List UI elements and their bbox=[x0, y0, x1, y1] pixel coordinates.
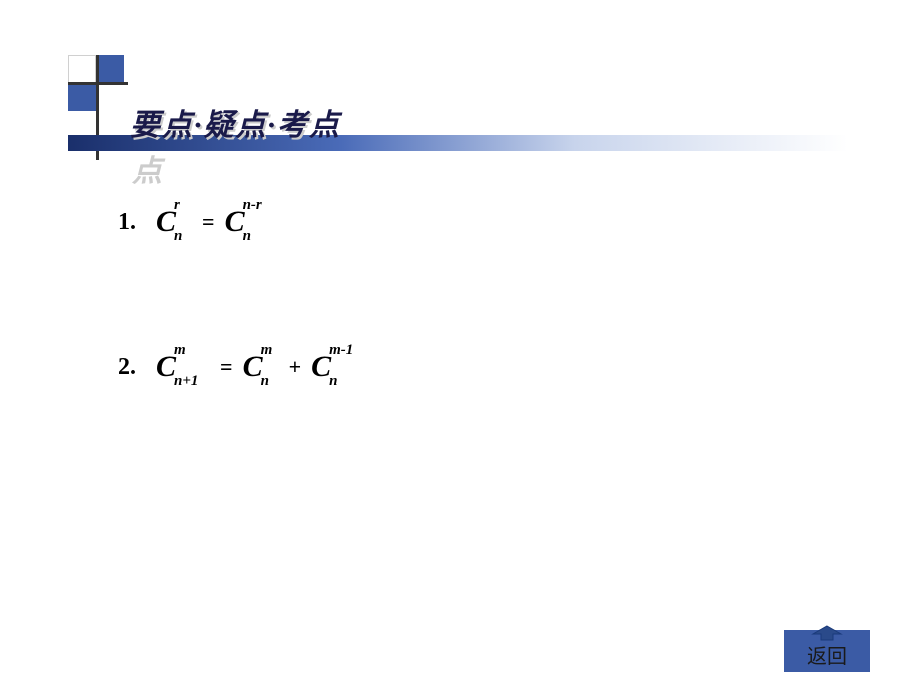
return-button-label: 返回 bbox=[807, 640, 847, 669]
logo-horizontal-line bbox=[68, 82, 128, 85]
formula-2-term-1: C m n+1 bbox=[156, 350, 176, 384]
formula-2: 2. C m n+1 = C m n + C m-1 n bbox=[118, 350, 333, 384]
return-button[interactable]: 返回 bbox=[784, 630, 870, 672]
equals-sign: = bbox=[220, 354, 233, 380]
plus-sign: + bbox=[289, 354, 302, 380]
formula-2-math: C m n+1 = C m n + C m-1 n bbox=[154, 350, 333, 384]
formula-1: 1. C r n = C n-r n bbox=[118, 205, 247, 239]
formula-1-term-2: C n-r n bbox=[225, 205, 245, 239]
formula-2-term-3: C m-1 n bbox=[311, 350, 331, 384]
logo-square-bl bbox=[68, 83, 96, 111]
page-title: 要点·疑点·考点 要点·疑点·考点 bbox=[130, 100, 341, 144]
formula-2-term-2: C m n bbox=[243, 350, 263, 384]
formula-1-number: 1. bbox=[118, 209, 136, 236]
title-text: 要点·疑点·考点 bbox=[130, 109, 341, 142]
logo-square-br bbox=[96, 83, 124, 111]
formula-2-number: 2. bbox=[118, 354, 136, 381]
equals-sign: = bbox=[202, 209, 215, 235]
formula-1-term-1: C r n bbox=[156, 205, 176, 239]
logo-square-tl bbox=[68, 55, 96, 83]
formula-1-math: C r n = C n-r n bbox=[154, 205, 247, 239]
logo-square-tr bbox=[96, 55, 124, 83]
